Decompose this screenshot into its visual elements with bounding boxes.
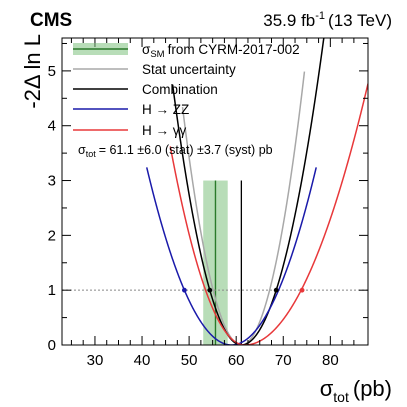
energy-label: (13 TeV) [328,11,392,30]
luminosity-label: 35.9 fb-1 (13 TeV) [263,10,392,30]
legend-label-0: Stat uncertainty [142,62,236,77]
y-tick-label: 0 [48,337,56,354]
experiment-label: CMS [30,10,72,31]
x-tick-label: 40 [134,352,151,369]
y-tick-label: 3 [48,173,56,190]
result-prefix: σ [78,143,86,157]
curve-stat-uncertainty [181,71,306,345]
curve-h- [169,83,368,345]
marker-1-1 [273,287,279,293]
y-tick-label: 2 [48,227,56,244]
x-axis-label-main: σ [320,376,334,401]
curve-h-zz [146,167,317,345]
y-tick-label: 1 [48,282,56,299]
x-axis-label-sub: tot [333,389,349,405]
x-tick-label: 50 [181,352,198,369]
legend-label-2: H → ZZ [142,102,189,117]
luminosity-base: 35.9 fb [263,11,315,30]
y-tick-label: 4 [48,118,56,135]
marker-2-0 [182,287,187,293]
y-axis-label: -2Δ ln L [20,34,45,109]
result-text: σtot = 61.1 ±6.0 (stat) ±3.7 (syst) pb [78,143,273,159]
result-value: = 61.1 ±6.0 (stat) ±3.7 (syst) pb [99,143,273,157]
plot-frame [61,37,369,346]
x-tick-label: 80 [322,352,339,369]
legend-label-3: H → γγ [142,123,187,138]
y-tick-label: 5 [48,63,56,80]
legend-label-1: Combination [142,82,218,97]
result-sub: tot [86,149,97,159]
legend-label-sm: σSM from CYRM-2017-002 [142,42,300,60]
curve-combination [171,38,325,345]
x-tick-label: 30 [87,352,104,369]
x-axis-label-unit: (pb) [353,376,392,401]
marker-1-0 [207,287,213,293]
marker-3-0 [299,287,305,293]
x-axis-label: σtot (pb) [320,376,392,405]
x-tick-label: 60 [228,352,245,369]
luminosity-exponent: -1 [315,10,325,22]
x-tick-label: 70 [275,352,292,369]
